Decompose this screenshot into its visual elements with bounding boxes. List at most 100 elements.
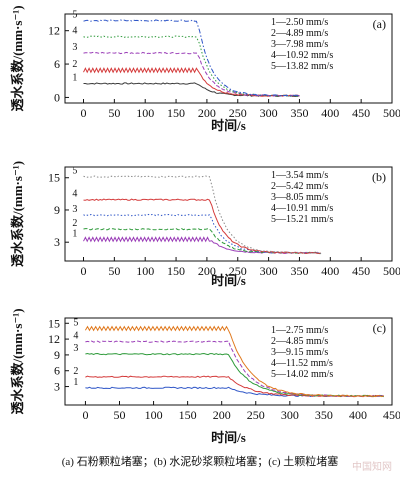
y-tick-label: 3 bbox=[54, 380, 60, 394]
y-tick-label: 15 bbox=[48, 316, 60, 330]
legend-entry: 2—5.42 mm/s bbox=[271, 181, 328, 192]
x-axis-label: 时间/s bbox=[211, 273, 246, 288]
x-tick-label: 50 bbox=[108, 264, 120, 278]
series-number-label: 5 bbox=[73, 317, 78, 328]
y-tick-label: 9 bbox=[54, 203, 60, 217]
legend-entry: 2—4.85 mm/s bbox=[271, 336, 328, 347]
x-tick-label: 500 bbox=[383, 264, 400, 278]
series-line-5 bbox=[83, 175, 322, 255]
legend-entry: 5—13.82 mm/s bbox=[271, 61, 333, 72]
x-tick-label: 350 bbox=[315, 408, 333, 422]
x-tick-label: 0 bbox=[82, 408, 88, 422]
x-tick-label: 450 bbox=[352, 264, 370, 278]
legend-entry: 5—14.02 mm/s bbox=[271, 369, 333, 380]
x-tick-label: 50 bbox=[108, 106, 120, 120]
x-tick-label: 0 bbox=[81, 264, 87, 278]
y-tick-label: 0 bbox=[54, 90, 60, 104]
series-number-label: 4 bbox=[72, 189, 77, 200]
x-tick-label: 250 bbox=[229, 264, 247, 278]
x-tick-label: 0 bbox=[81, 106, 87, 120]
x-tick-label: 300 bbox=[260, 106, 278, 120]
figure-svg: 0 50 100 150 200 250 300 350 400 450 5000612时间/s透水… bbox=[10, 5, 400, 445]
chart-panel-3: 0 50 100 150 200 250 300 350 400 4503691215时间/s透水… bbox=[10, 308, 400, 445]
x-tick-label: 400 bbox=[321, 264, 339, 278]
legend-entry: 1—3.54 mm/s bbox=[271, 170, 328, 181]
y-tick-label: 12 bbox=[48, 24, 60, 38]
series-number-label: 3 bbox=[72, 42, 77, 53]
legend-entry: 5—15.21 mm/s bbox=[271, 214, 333, 225]
legend-entry: 3—9.15 mm/s bbox=[271, 347, 328, 358]
series-line-1 bbox=[83, 82, 300, 97]
y-tick-label: 6 bbox=[54, 57, 60, 71]
panel-label: (a) bbox=[373, 17, 386, 31]
x-tick-label: 350 bbox=[290, 264, 308, 278]
x-tick-label: 150 bbox=[167, 106, 185, 120]
x-tick-label: 400 bbox=[321, 106, 339, 120]
plot-frame bbox=[64, 166, 393, 262]
y-tick-label: 15 bbox=[48, 171, 60, 185]
legend-entry: 4—10.91 mm/s bbox=[271, 203, 333, 214]
series-line-1 bbox=[83, 236, 322, 255]
series-number-label: 2 bbox=[72, 218, 77, 229]
legend-entry: 4—10.92 mm/s bbox=[271, 50, 333, 61]
x-axis-label: 时间/s bbox=[211, 118, 246, 133]
series-number-label: 5 bbox=[72, 10, 77, 21]
legend-entry: 3—7.98 mm/s bbox=[271, 39, 328, 50]
panel-label: (c) bbox=[373, 321, 386, 335]
series-number-label: 1 bbox=[72, 73, 77, 84]
x-tick-label: 250 bbox=[229, 106, 247, 120]
x-tick-label: 500 bbox=[383, 106, 400, 120]
y-tick-label: 12 bbox=[48, 332, 60, 346]
x-tick-label: 200 bbox=[198, 264, 216, 278]
series-line-5 bbox=[84, 325, 385, 398]
series-line-3 bbox=[83, 51, 300, 97]
x-tick-label: 150 bbox=[179, 408, 197, 422]
x-tick-label: 300 bbox=[281, 408, 299, 422]
y-axis-label: 透水系数/(mm·s⁻¹) bbox=[10, 5, 25, 111]
panel-label: (b) bbox=[372, 170, 386, 184]
series-number-label: 4 bbox=[73, 331, 78, 342]
chart-panel-2: 0 50 100 150 200 250 300 350 400 450 5003915时间/s透水… bbox=[10, 161, 400, 288]
watermark: 中国知网 bbox=[352, 462, 392, 473]
series-line-2 bbox=[85, 375, 384, 398]
x-tick-label: 100 bbox=[136, 106, 154, 120]
y-axis-label: 透水系数/(mm·s⁻¹) bbox=[10, 161, 25, 267]
legend-entry: 1—2.50 mm/s bbox=[271, 17, 328, 28]
series-number-label: 2 bbox=[72, 59, 77, 70]
plot-frame bbox=[64, 13, 393, 104]
series-number-label: 1 bbox=[73, 377, 78, 388]
series-number-label: 3 bbox=[73, 343, 78, 354]
x-tick-label: 350 bbox=[290, 106, 308, 120]
y-axis-label: 透水系数/(mm·s⁻¹) bbox=[10, 308, 25, 414]
x-tick-label: 50 bbox=[114, 408, 126, 422]
figure-caption: (a) 石粉颗粒堵塞；(b) 水泥砂浆颗粒堵塞；(c) 土颗粒堵塞 bbox=[61, 456, 339, 468]
x-tick-label: 450 bbox=[352, 106, 370, 120]
series-number-label: 1 bbox=[72, 228, 77, 239]
x-tick-label: 200 bbox=[213, 408, 231, 422]
series-line-5 bbox=[83, 19, 300, 97]
legend-entry: 4—11.52 mm/s bbox=[271, 358, 333, 369]
x-axis-label: 时间/s bbox=[211, 430, 246, 445]
y-tick-label: 9 bbox=[54, 348, 60, 362]
y-tick-label: 6 bbox=[54, 364, 60, 378]
legend-entry: 3—8.05 mm/s bbox=[271, 192, 328, 203]
series-number-label: 4 bbox=[72, 26, 77, 37]
plot-frame bbox=[64, 317, 393, 406]
series-line-2 bbox=[83, 67, 300, 97]
x-tick-label: 450 bbox=[383, 408, 400, 422]
series-line-4 bbox=[83, 35, 300, 97]
x-tick-label: 300 bbox=[260, 264, 278, 278]
series-line-4 bbox=[85, 340, 384, 398]
y-tick-label: 3 bbox=[54, 235, 60, 249]
series-number-label: 2 bbox=[73, 366, 78, 377]
x-tick-label: 400 bbox=[349, 408, 367, 422]
x-tick-label: 250 bbox=[247, 408, 265, 422]
legend-entry: 1—2.75 mm/s bbox=[271, 325, 328, 336]
x-tick-label: 100 bbox=[145, 408, 163, 422]
legend-entry: 2—4.89 mm/s bbox=[271, 28, 328, 39]
x-tick-label: 200 bbox=[198, 106, 216, 120]
series-number-label: 3 bbox=[72, 204, 77, 215]
x-tick-label: 150 bbox=[167, 264, 185, 278]
x-tick-label: 100 bbox=[136, 264, 154, 278]
series-number-label: 5 bbox=[72, 166, 77, 177]
